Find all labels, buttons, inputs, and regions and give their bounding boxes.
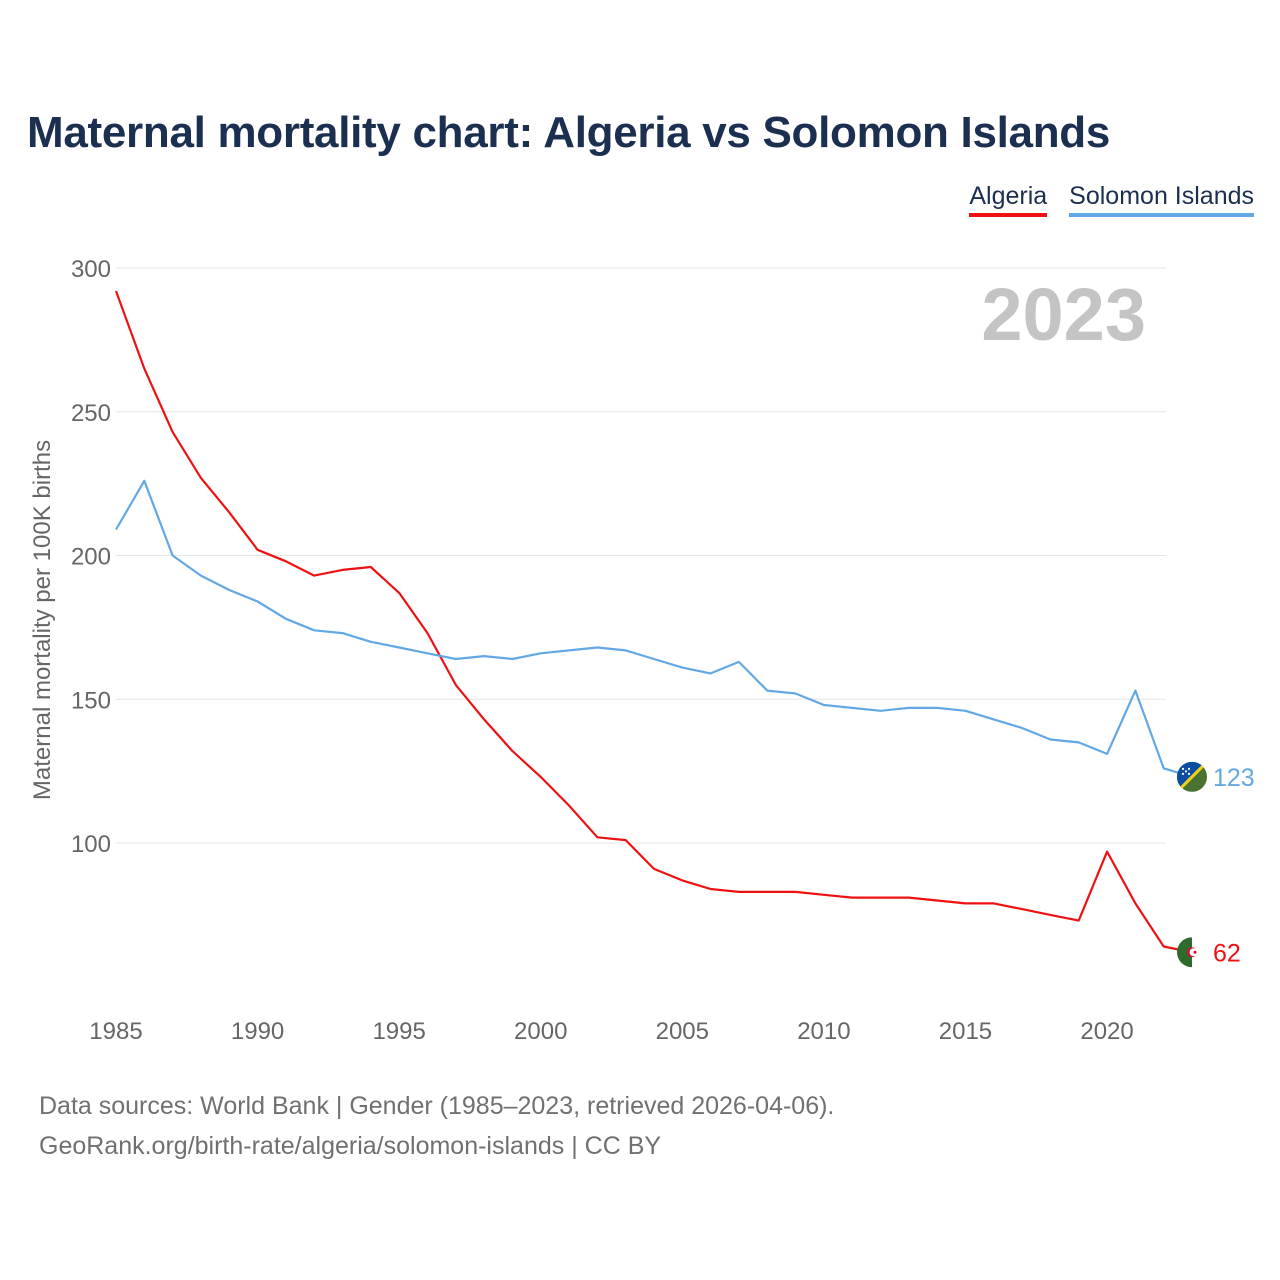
x-tick-2000: 2000 <box>514 1018 567 1045</box>
x-tick-2010: 2010 <box>797 1018 850 1045</box>
x-tick-2015: 2015 <box>939 1018 992 1045</box>
footer-source: Data sources: World Bank | Gender (1985–… <box>39 1092 835 1120</box>
footer: Data sources: World Bank | Gender (1985–… <box>39 1086 834 1166</box>
y-tick-100: 100 <box>71 831 111 858</box>
legend: Algeria Solomon Islands <box>969 182 1254 217</box>
x-tick-2005: 2005 <box>656 1018 709 1045</box>
gridlines <box>116 267 1166 844</box>
x-tick-1985: 1985 <box>89 1018 142 1045</box>
x-tick-2020: 2020 <box>1080 1018 1133 1045</box>
y-axis-ticks: 100 150 200 250 300 <box>71 256 111 858</box>
series-lines <box>114 290 1193 954</box>
y-tick-300: 300 <box>71 256 111 283</box>
x-tick-1995: 1995 <box>372 1018 425 1045</box>
y-tick-150: 150 <box>71 687 111 714</box>
end-markers: 62 123 <box>1177 761 1255 968</box>
solomon-islands-flag-icon <box>1177 761 1207 792</box>
legend-item-solomon-islands[interactable]: Solomon Islands <box>1069 182 1254 217</box>
legend-item-algeria[interactable]: Algeria <box>969 182 1048 217</box>
year-label: 2023 <box>981 273 1146 356</box>
series-line-solomon-islands[interactable] <box>115 479 1193 778</box>
chart-title: Maternal mortality chart: Algeria vs Sol… <box>27 108 1111 157</box>
y-tick-250: 250 <box>71 400 111 427</box>
x-tick-1990: 1990 <box>231 1018 284 1045</box>
y-tick-200: 200 <box>71 544 111 571</box>
algeria-flag-icon <box>1177 937 1207 968</box>
y-axis-label: Maternal mortality per 100K births <box>29 440 56 800</box>
end-value-label: 62 <box>1213 939 1241 967</box>
series-line-algeria[interactable] <box>114 290 1193 954</box>
x-axis-ticks: 1985 1990 1995 2000 2005 2010 2015 2020 <box>89 1018 1133 1045</box>
footer-link[interactable]: GeoRank.org/birth-rate/algeria/solomon-i… <box>39 1132 662 1160</box>
end-value-label: 123 <box>1213 764 1255 792</box>
